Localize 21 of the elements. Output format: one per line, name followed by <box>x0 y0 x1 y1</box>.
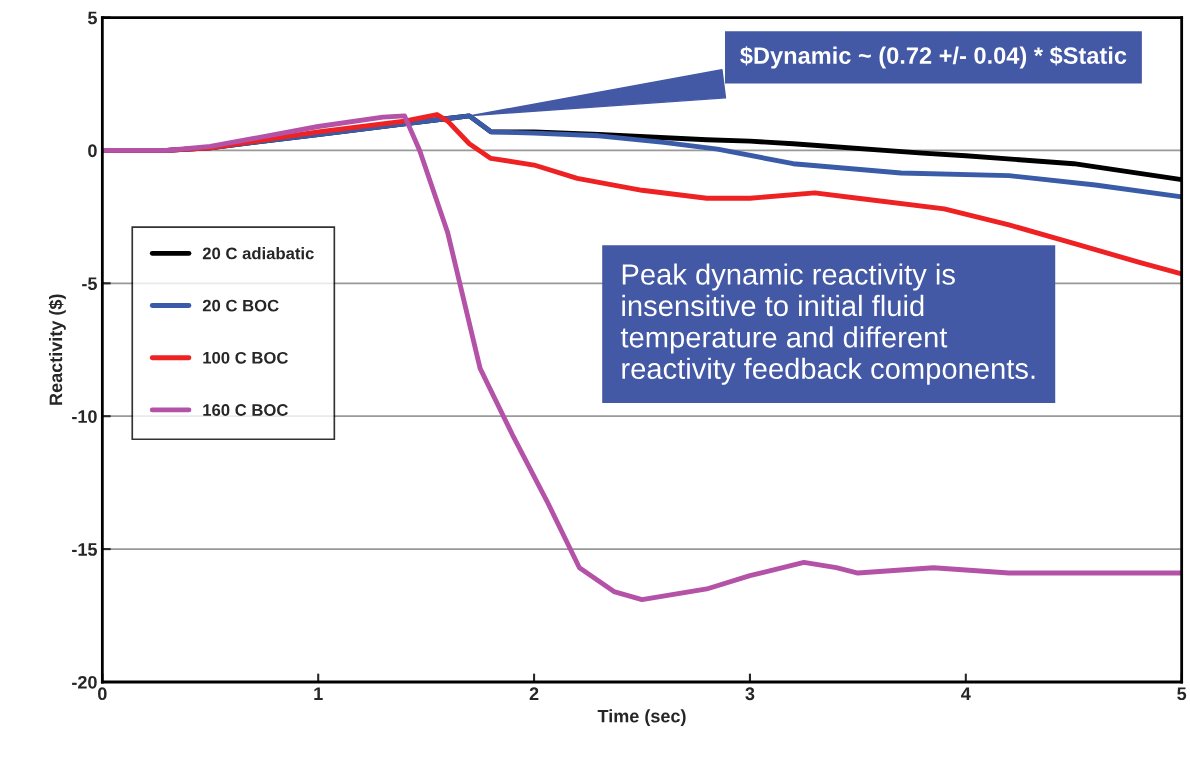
x-tick-label: 3 <box>745 687 755 701</box>
y-tick-label: 5 <box>87 11 97 25</box>
annotation: Peak dynamic reactivity is insensitive to initial fluid temperature and different reactivity feedback components. <box>620 263 1035 385</box>
x-tick-label: 1 <box>314 687 323 700</box>
x-tick-label: 5 <box>1177 687 1187 701</box>
y-tick-label: -15 <box>72 543 97 556</box>
line-series <box>102 113 1182 603</box>
y-tick-label: -10 <box>72 410 97 423</box>
annotation: $Dynamic ~ (0.72 +/- 0.04) * $Static <box>740 46 1127 69</box>
y-tick-label: -20 <box>72 675 97 689</box>
x-tick-label: 2 <box>529 687 539 700</box>
x-tick-label: 0 <box>98 687 107 701</box>
legend-label: 160 C BOC <box>203 404 288 416</box>
x-axis-title: Time (sec) <box>597 709 686 727</box>
y-tick-label: 0 <box>88 144 97 158</box>
legend-label: 20 C adiabatic <box>202 247 314 260</box>
x-tick-label: 4 <box>961 687 971 700</box>
y-axis-title: Reactivity ($) <box>48 294 66 405</box>
y-tick-label: -5 <box>82 277 97 291</box>
legend-label: 100 C BOC <box>203 351 288 364</box>
legend-label: 20 C BOC <box>202 299 279 312</box>
